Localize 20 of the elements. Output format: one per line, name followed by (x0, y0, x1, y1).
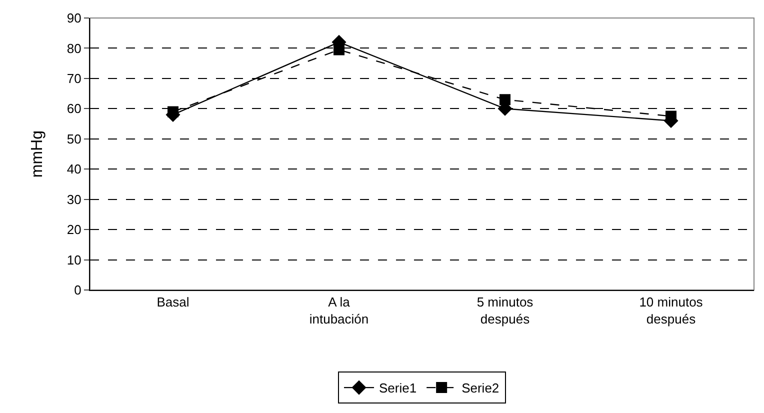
y-tick-label: 70 (66, 70, 82, 86)
y-tick-label: 10 (66, 252, 82, 268)
y-tick-label: 40 (66, 162, 82, 177)
y-tick-label: 60 (66, 101, 82, 116)
y-tick-label: 80 (66, 40, 82, 56)
legend-label: Serie1 (379, 380, 417, 396)
legend-label: Serie2 (462, 380, 500, 396)
x-tick-label: A la intubación (309, 294, 369, 326)
x-tick-label: Basal (156, 294, 190, 310)
x-tick-label: 5 minutos después (476, 294, 534, 326)
x-tick-label: 10 minutos después (639, 294, 704, 326)
y-tick-label: 50 (66, 131, 82, 146)
y-tick-label: 30 (66, 192, 82, 207)
y-axis-title: mmHg (28, 130, 46, 178)
point (168, 106, 178, 118)
y-tick-label: 20 (66, 222, 82, 238)
y-tick-label: 90 (66, 10, 82, 26)
point (334, 44, 344, 56)
point (500, 94, 510, 106)
y-tick-label: 0 (74, 282, 82, 298)
